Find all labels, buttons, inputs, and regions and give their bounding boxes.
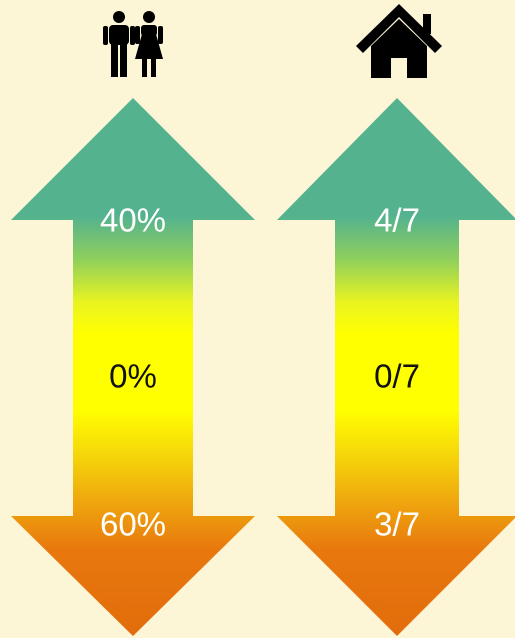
people-icon [103, 11, 163, 77]
people-top-value: 40% [100, 202, 166, 239]
people-column: 40% 0% 60% [11, 11, 255, 636]
people-double-arrow [11, 98, 255, 636]
house-top-value: 4/7 [374, 202, 420, 239]
house-bottom-value: 3/7 [374, 506, 420, 543]
house-column: 4/7 0/7 3/7 [277, 4, 515, 636]
people-bottom-value: 60% [100, 506, 166, 543]
people-middle-value: 0% [109, 358, 157, 395]
house-middle-value: 0/7 [374, 358, 420, 395]
house-icon [356, 4, 442, 78]
house-double-arrow [277, 98, 515, 636]
